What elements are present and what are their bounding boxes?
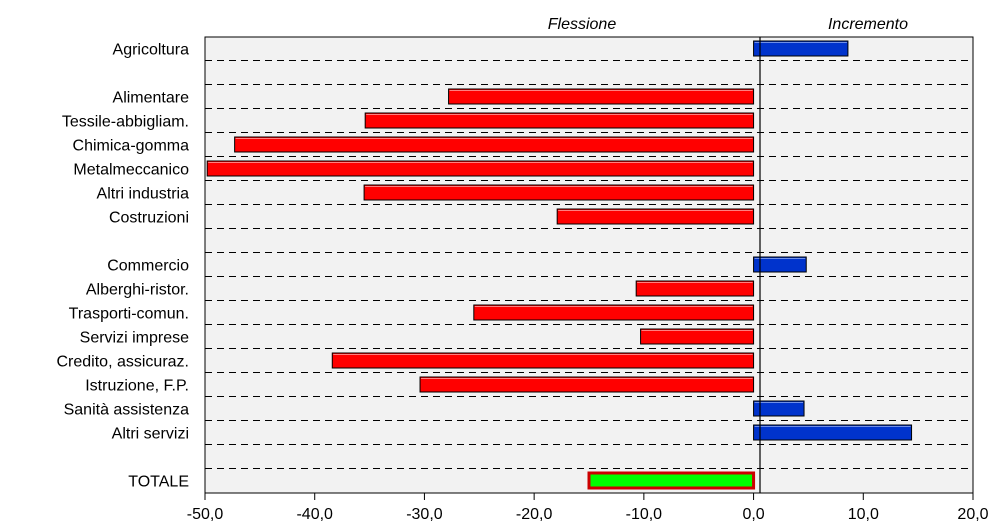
category-label: Chimica-gomma [73, 138, 190, 155]
bar [419, 376, 755, 393]
category-label: Istruzione, F.P. [85, 378, 189, 395]
bar [206, 160, 755, 177]
bars [206, 40, 913, 490]
bar [753, 424, 913, 441]
bar [753, 400, 805, 417]
grid-lines [205, 60, 973, 469]
category-label: Metalmeccanico [73, 162, 189, 179]
category-label: Tessile-abbigliam. [62, 114, 189, 131]
x-tick-label: 10,0 [848, 506, 879, 523]
x-tick-label: -50,0 [187, 506, 224, 523]
x-tick-label: -20,0 [516, 506, 553, 523]
bar [753, 40, 849, 57]
x-tick-label: 20,0 [957, 506, 988, 523]
category-label: Servizi imprese [80, 330, 189, 347]
x-tick-label: -40,0 [296, 506, 333, 523]
x-tick-label: -10,0 [626, 506, 663, 523]
bar [363, 184, 755, 201]
bar [364, 112, 755, 129]
total-bar [587, 471, 756, 490]
category-label: Costruzioni [109, 210, 189, 227]
header-right: Incremento [828, 16, 908, 33]
bar [753, 256, 807, 273]
x-ticks: -50,0 -40,0 -30,0 -20,0 -10,0 0,0 10,0 20,0 [187, 493, 989, 523]
category-label: Agricoltura [113, 42, 190, 59]
bar [556, 208, 755, 225]
bar [331, 352, 755, 369]
category-label: Altri industria [97, 186, 190, 203]
category-label: TOTALE [128, 474, 189, 491]
bar [234, 136, 755, 153]
header-left: Flessione [548, 16, 617, 33]
category-label: Alimentare [113, 90, 190, 107]
bar [473, 304, 755, 321]
category-labels: Agricoltura Alimentare Tessile-abbigliam. C… [57, 42, 190, 491]
category-label: Altri servizi [112, 426, 189, 443]
category-label: Credito, assicuraz. [57, 354, 190, 371]
bar [448, 88, 755, 105]
bar [635, 280, 755, 297]
x-tick-label: 0,0 [742, 506, 764, 523]
x-tick-label: -30,0 [406, 506, 443, 523]
category-label: Commercio [107, 258, 189, 275]
category-label: Sanità assistenza [64, 402, 190, 419]
bar [640, 328, 755, 345]
category-label: Alberghi-ristor. [86, 282, 189, 299]
category-label: Trasporti-comun. [69, 306, 189, 323]
